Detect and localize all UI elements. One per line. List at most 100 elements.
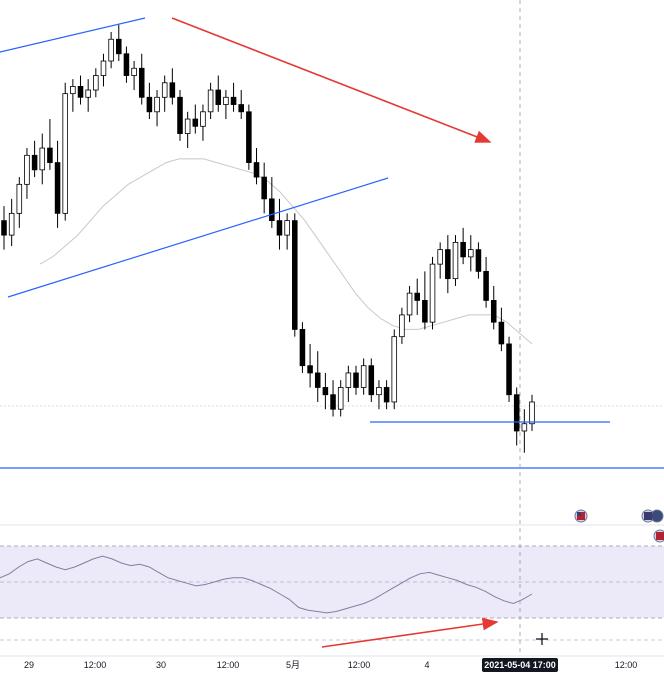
candle-body (475, 249, 482, 272)
candle-body (100, 60, 107, 76)
candle (506, 336, 512, 402)
candle (445, 235, 451, 294)
candle-body (200, 111, 206, 127)
candle (24, 148, 30, 199)
rsi-divergence-arrow[interactable] (321, 617, 499, 648)
downtrend-arrow[interactable] (171, 17, 492, 143)
candle-body (330, 394, 336, 410)
candle (131, 61, 137, 91)
candle-body (383, 387, 390, 403)
candle-body (93, 75, 99, 91)
candle-body (376, 387, 382, 396)
candle-body (116, 38, 122, 55)
candle-body (490, 300, 497, 323)
candle (490, 285, 497, 330)
candle (269, 177, 275, 228)
candle (330, 380, 336, 417)
candle (146, 82, 153, 120)
candle (299, 322, 306, 373)
moving-average-line (39, 158, 533, 345)
candle-body (138, 67, 145, 98)
candle-body (506, 343, 512, 396)
candle-body (353, 372, 359, 388)
candle-body (85, 89, 91, 98)
candle (62, 82, 68, 221)
upper-channel-line[interactable] (0, 17, 146, 53)
candle (322, 372, 329, 410)
candle (8, 198, 15, 246)
candle-body (437, 249, 443, 265)
candle (77, 75, 84, 105)
candle (368, 358, 375, 402)
crosshair-time-label (482, 658, 558, 672)
candle (54, 140, 61, 228)
candle-body (406, 292, 413, 316)
rsi-event-flag[interactable] (653, 529, 664, 543)
candle (1, 206, 7, 250)
candle-body (284, 220, 290, 236)
candle (246, 104, 252, 170)
candle-body (299, 329, 306, 367)
candle (345, 365, 352, 402)
price-pane[interactable] (0, 0, 664, 525)
candle-body (414, 292, 420, 301)
candle (154, 90, 160, 127)
candle-body (460, 241, 466, 258)
candle-body (292, 220, 298, 330)
candle (184, 111, 191, 149)
candle-body (146, 96, 153, 113)
candle (138, 53, 145, 105)
candle (529, 394, 535, 431)
candle (437, 242, 443, 279)
candles-layer (1, 24, 535, 453)
candle-body (521, 423, 528, 432)
candle-body (169, 82, 176, 98)
candle-body (337, 387, 344, 410)
candle-body (238, 104, 244, 113)
candle (253, 148, 260, 185)
candle (406, 285, 413, 323)
candle (123, 46, 130, 83)
candle (238, 90, 244, 120)
candle-body (307, 365, 313, 374)
candle (284, 213, 290, 250)
rsi-layer (0, 555, 533, 614)
candle-body (513, 394, 520, 432)
candle (475, 242, 482, 279)
candle-body (360, 365, 367, 388)
candle-body (77, 86, 84, 98)
candle (39, 133, 46, 185)
candle-body (483, 270, 489, 301)
candle (483, 256, 489, 308)
candle-body (223, 96, 229, 105)
candle-body (429, 263, 436, 323)
us-flag-icon (656, 532, 664, 540)
candle (207, 82, 214, 120)
candle-body (498, 321, 505, 345)
candle-body (345, 372, 352, 388)
candle (383, 380, 390, 410)
candle (498, 307, 505, 352)
x-tick-label: 12:00 (217, 660, 240, 670)
event-flag-us-1[interactable] (574, 509, 588, 523)
moving-average-layer (39, 158, 533, 345)
candle (100, 53, 107, 87)
candle (422, 271, 428, 330)
candle (230, 82, 237, 112)
candle-body (314, 372, 321, 388)
candle (16, 177, 23, 228)
candle (169, 68, 176, 105)
candle (177, 90, 183, 141)
candle (200, 104, 206, 141)
lower-channel-line[interactable] (7, 177, 389, 298)
event-flag-us-2[interactable] (641, 509, 664, 523)
us-flag-icon (644, 512, 652, 520)
x-tick-label: 12:00 (615, 660, 638, 670)
candle (452, 235, 459, 286)
candle-body (269, 198, 275, 222)
candle-body (131, 67, 137, 76)
candle-body (108, 38, 114, 62)
candle-body (215, 89, 222, 105)
